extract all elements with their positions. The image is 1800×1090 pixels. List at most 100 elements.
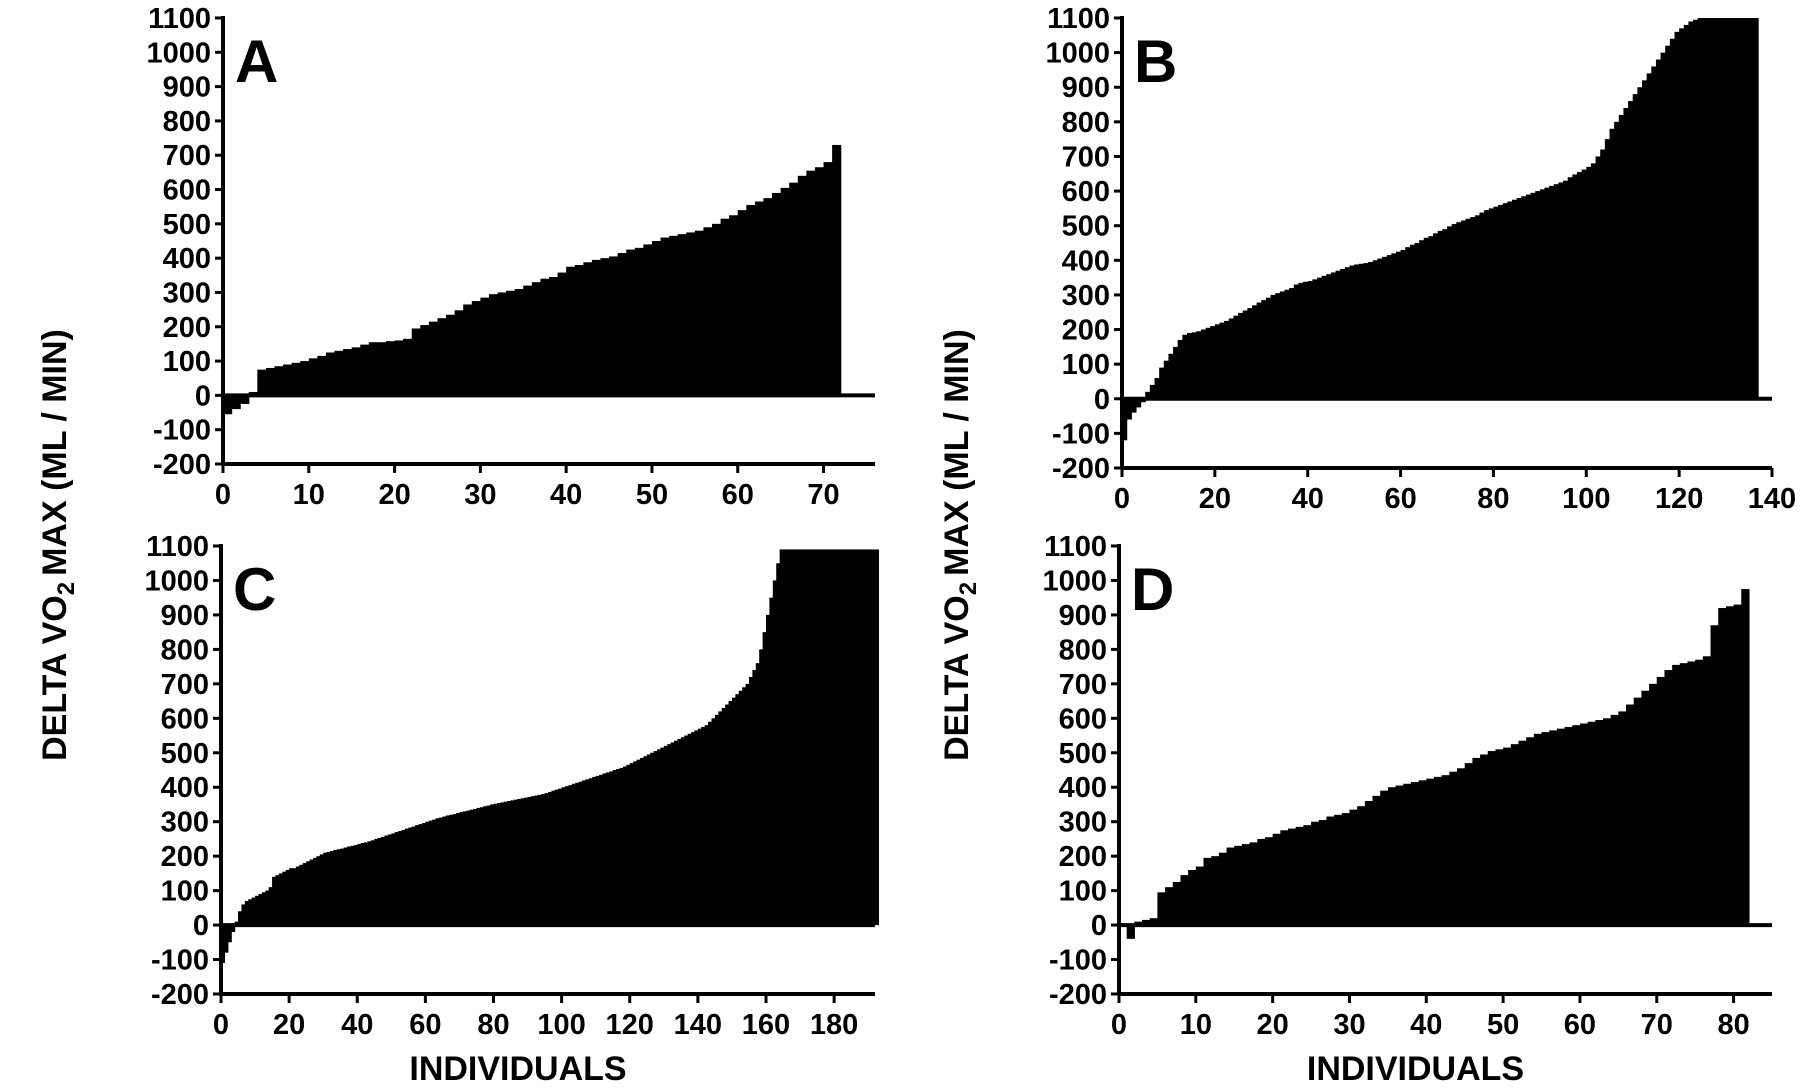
bar	[1400, 249, 1406, 399]
bar	[386, 341, 396, 396]
bar	[1409, 244, 1416, 399]
bar	[1544, 187, 1550, 399]
x-tick-label: 140	[1748, 483, 1796, 515]
bar	[837, 549, 842, 926]
bar	[1465, 218, 1471, 399]
bar	[1595, 156, 1601, 399]
bar	[701, 726, 706, 926]
bar	[1572, 174, 1578, 399]
bar	[1437, 230, 1443, 399]
y-tick-label: 200	[1062, 315, 1110, 347]
bar	[759, 649, 764, 926]
x-tick-label: 180	[810, 1009, 858, 1041]
bar	[1172, 882, 1182, 926]
bar	[783, 549, 788, 926]
bar	[1626, 704, 1635, 926]
bar	[1507, 201, 1513, 399]
bar	[469, 809, 474, 926]
bar	[1526, 737, 1535, 926]
bar	[1228, 318, 1235, 399]
bar	[1330, 272, 1337, 399]
bar	[1200, 329, 1207, 399]
bars	[221, 549, 880, 963]
bar	[1539, 189, 1546, 399]
bar	[531, 282, 542, 396]
bar	[1261, 300, 1267, 399]
bar	[398, 831, 403, 926]
y-tick-label: 900	[161, 600, 209, 632]
bar	[1303, 281, 1309, 399]
bar	[1614, 121, 1620, 399]
x-tick-label: 30	[1333, 1009, 1365, 1041]
bar	[1710, 625, 1719, 926]
bar	[1586, 166, 1592, 399]
bar	[227, 925, 232, 943]
bar	[240, 395, 250, 404]
bar	[1326, 274, 1332, 399]
bar	[800, 549, 805, 926]
y-tick-label: 1000	[1042, 565, 1107, 597]
bar	[1187, 333, 1193, 399]
bar	[609, 771, 614, 926]
bar	[703, 227, 713, 396]
bar	[415, 825, 420, 926]
panel-b: -200-10001002003004005006007008009001000…	[1045, 3, 1796, 515]
ylabel-suffix: MAX (ML / MIN)	[938, 329, 976, 576]
y-tick-label: 200	[1059, 841, 1107, 873]
bar	[1725, 606, 1735, 926]
bar	[1641, 690, 1650, 926]
bar	[806, 549, 811, 926]
bar	[677, 234, 687, 396]
bar	[554, 789, 559, 926]
bar	[439, 817, 444, 926]
bar	[729, 215, 739, 396]
bar	[347, 846, 352, 926]
bar	[1744, 18, 1750, 399]
bar	[1563, 180, 1569, 399]
bar	[1142, 919, 1151, 926]
bar	[643, 244, 653, 396]
bar	[523, 285, 533, 396]
bar	[221, 925, 226, 963]
bar	[622, 766, 627, 926]
bar	[1587, 721, 1596, 926]
bar	[1126, 398, 1132, 420]
x-tick-label: 20	[1257, 1009, 1289, 1041]
bar	[1590, 163, 1597, 399]
bar	[1632, 94, 1638, 399]
bar	[544, 793, 549, 926]
bar	[1510, 744, 1520, 926]
bar	[496, 803, 501, 926]
bar	[748, 676, 753, 926]
bar	[377, 342, 387, 396]
bar	[742, 687, 747, 926]
bar	[493, 803, 498, 926]
y-tick-label: 700	[1059, 669, 1107, 701]
bar	[462, 811, 467, 926]
bar	[735, 694, 740, 926]
bar	[224, 925, 229, 953]
bar	[442, 816, 447, 926]
bar	[323, 852, 328, 926]
bar	[1131, 398, 1137, 413]
bar	[446, 314, 456, 396]
bar	[1567, 177, 1573, 399]
bar	[1470, 217, 1476, 399]
y-tick-label: 1000	[146, 37, 211, 69]
bar	[1349, 809, 1358, 926]
bar	[483, 806, 488, 926]
bar	[456, 813, 461, 926]
bar	[1716, 18, 1722, 399]
bar	[1725, 18, 1731, 399]
bar	[1203, 857, 1212, 926]
bar	[1649, 683, 1658, 926]
bars	[1122, 18, 1759, 441]
bar	[248, 899, 253, 926]
bar	[1210, 326, 1216, 399]
bar	[421, 823, 426, 926]
bar	[394, 832, 399, 926]
bar	[1549, 730, 1558, 926]
bar	[1702, 656, 1712, 926]
bar	[669, 235, 679, 396]
bar	[1234, 845, 1243, 926]
